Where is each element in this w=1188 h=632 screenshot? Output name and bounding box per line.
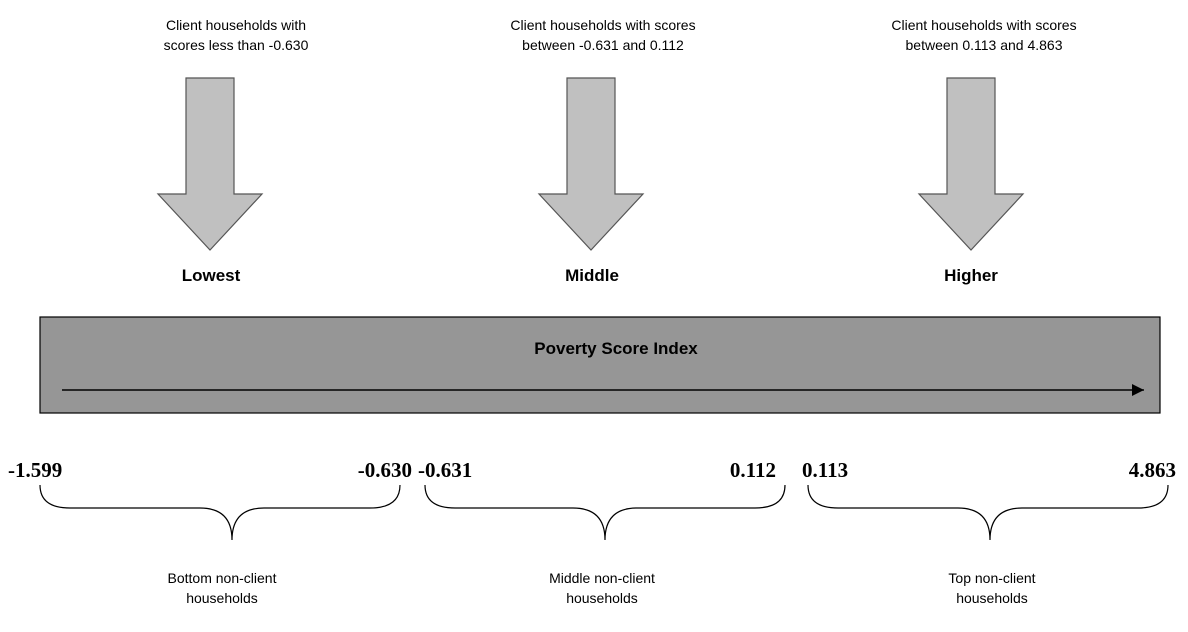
range-min: 0.113: [802, 458, 848, 482]
description: Client households with scores: [891, 17, 1076, 33]
range-min: -1.599: [8, 458, 62, 482]
group-label: Middle: [565, 266, 619, 285]
range-max: -0.630: [358, 458, 412, 482]
brace: [807, 484, 1169, 541]
brace: [424, 484, 786, 541]
description: scores less than -0.630: [164, 37, 309, 53]
range-max: 4.863: [1129, 458, 1176, 482]
brace: [39, 484, 401, 541]
bar-title: Poverty Score Index: [534, 339, 698, 358]
description: Client households with: [166, 17, 306, 33]
bottom-label: Middle non-client: [549, 570, 655, 586]
bottom-label: households: [566, 590, 638, 606]
down-arrow: [537, 77, 645, 251]
group-label: Higher: [944, 266, 998, 285]
description: Client households with scores: [510, 17, 695, 33]
bottom-label: Top non-client: [948, 570, 1035, 586]
description: between -0.631 and 0.112: [522, 37, 684, 53]
index-bar: [39, 316, 1161, 414]
bottom-label: Bottom non-client: [168, 570, 277, 586]
down-arrow: [156, 77, 264, 251]
down-arrow: [917, 77, 1025, 251]
range-max: 0.112: [730, 458, 776, 482]
bottom-label: households: [186, 590, 258, 606]
description: between 0.113 and 4.863: [906, 37, 1063, 53]
group-label: Lowest: [182, 266, 241, 285]
range-min: -0.631: [418, 458, 472, 482]
bottom-label: households: [956, 590, 1028, 606]
